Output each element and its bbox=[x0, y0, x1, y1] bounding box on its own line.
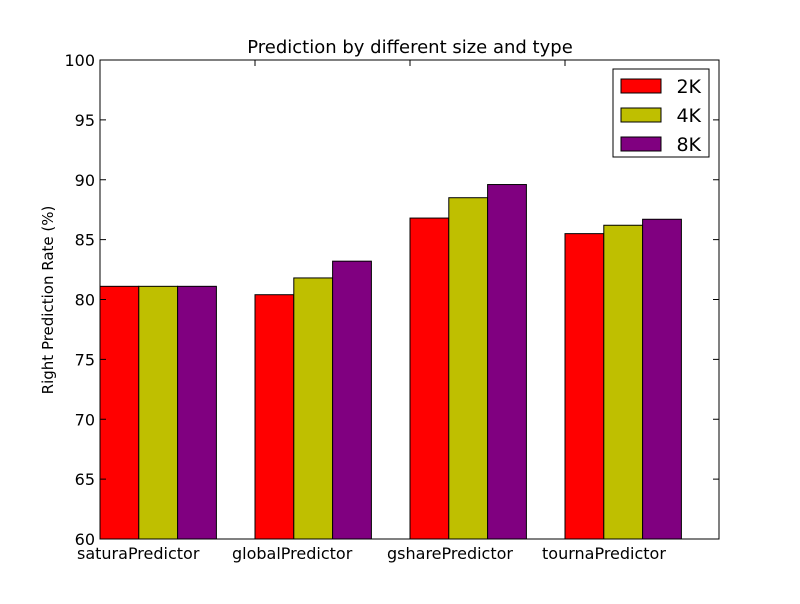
y-axis-label: Right Prediction Rate (%) bbox=[39, 206, 57, 395]
bar-8K-globalPredictor bbox=[332, 260, 372, 540]
ticks-layer: 60 65 70 75 80 85 90 95 100 saturaPredictor global… bbox=[64, 51, 719, 563]
y-tick-label: 65 bbox=[75, 470, 95, 489]
bar-2K-gsharePredictor bbox=[409, 217, 450, 540]
y-tick-label: 80 bbox=[75, 291, 95, 310]
x-tick-label: globalPredictor bbox=[232, 544, 353, 563]
bar-8K-tournaPredictor bbox=[642, 218, 682, 540]
x-tick-label: saturaPredictor bbox=[77, 544, 200, 563]
y-tick-label: 95 bbox=[75, 111, 95, 130]
legend: 2K 4K 8K bbox=[612, 68, 710, 158]
y-tick-label: 75 bbox=[75, 350, 95, 369]
y-tick-label: 90 bbox=[75, 171, 95, 190]
x-tick-label: tournaPredictor bbox=[542, 544, 666, 563]
chart-title: Prediction by different size and type bbox=[247, 37, 573, 58]
x-tick-label: gsharePredictor bbox=[387, 544, 513, 563]
bar-2K-globalPredictor bbox=[254, 294, 295, 540]
legend-label-2K: 2K bbox=[676, 76, 701, 98]
bar-8K-saturaPredictor bbox=[177, 285, 217, 540]
bar-2K-saturaPredictor bbox=[99, 285, 140, 540]
y-tick-label: 70 bbox=[75, 410, 95, 429]
y-tick-label: 100 bbox=[64, 51, 95, 70]
legend-label-4K: 4K bbox=[676, 105, 701, 127]
bars-layer bbox=[99, 184, 682, 540]
y-tick-label: 60 bbox=[75, 530, 95, 549]
bar-4K-gsharePredictor bbox=[448, 197, 489, 540]
y-tick-label: 85 bbox=[75, 231, 95, 250]
bar-2K-tournaPredictor bbox=[564, 233, 605, 540]
legend-label-8K: 8K bbox=[676, 134, 701, 156]
bar-4K-saturaPredictor bbox=[138, 285, 179, 540]
legend-swatch-8K bbox=[620, 136, 662, 152]
legend-swatch-4K bbox=[620, 107, 662, 123]
bar-4K-globalPredictor bbox=[293, 277, 334, 540]
legend-swatch-2K bbox=[620, 78, 662, 94]
bar-4K-tournaPredictor bbox=[603, 224, 644, 540]
bar-8K-gsharePredictor bbox=[487, 184, 527, 540]
plot-frame bbox=[99, 59, 720, 540]
